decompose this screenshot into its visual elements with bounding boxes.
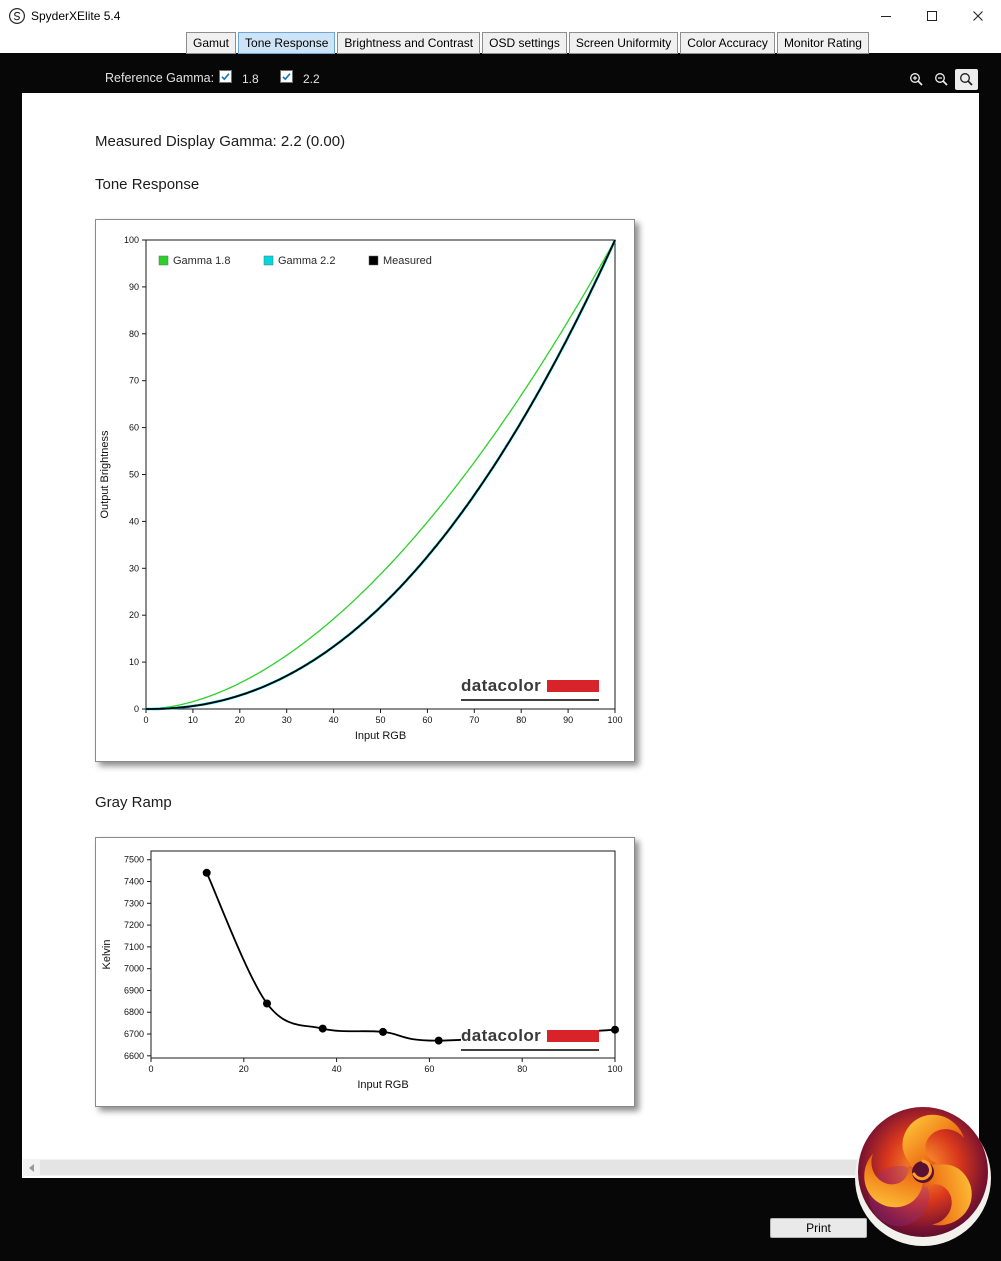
scroll-left-button[interactable] [23,1159,40,1176]
scrollbar-thumb[interactable] [40,1160,961,1175]
datacolor-wordmark: datacolor [461,676,542,695]
svg-text:Output Brightness: Output Brightness [99,430,111,519]
svg-text:60: 60 [129,423,139,433]
maximize-icon [927,11,937,21]
svg-text:40: 40 [332,1064,342,1074]
tab-brightness-and-contrast[interactable]: Brightness and Contrast [337,32,481,54]
svg-text:80: 80 [129,329,139,339]
gray-ramp-chart: 0 20 40 60 80 100 6600 6700 6800 6900 7000 7100 7200… [95,837,635,1107]
title-bar: SpyderXElite 5.4 [0,0,1001,32]
spyder-swirl-logo [855,1107,991,1246]
svg-text:20: 20 [239,1064,249,1074]
svg-text:0: 0 [134,704,139,714]
svg-text:Kelvin: Kelvin [101,940,113,970]
gamma-2-2-label: 2.2 [303,72,320,86]
svg-text:10: 10 [129,657,139,667]
svg-text:80: 80 [516,715,526,725]
gamma-1-8-label: 1.8 [242,72,259,86]
svg-text:7300: 7300 [124,898,144,908]
measured-gamma-text: Measured Display Gamma: 2.2 (0.00) [95,133,346,150]
svg-text:40: 40 [329,715,339,725]
check-icon [221,73,230,81]
check-icon [282,73,291,81]
svg-text:6900: 6900 [124,985,144,995]
reference-gamma-label: Reference Gamma: [105,71,215,85]
app-logo-icon [8,7,26,25]
svg-text:50: 50 [375,715,385,725]
datacolor-watermark: datacolor [461,676,600,701]
minimize-icon [881,16,891,17]
minimize-button[interactable] [863,0,909,32]
datacolor-watermark: datacolor [461,1026,600,1051]
svg-text:20: 20 [235,715,245,725]
horizontal-scrollbar[interactable] [23,1159,978,1176]
zoom-out-icon [935,73,948,86]
tone-response-chart: 0 10 20 30 40 50 60 70 80 90 100 0 10 20 30 40 50 60 70 80 9… [95,219,635,762]
svg-text:30: 30 [282,715,292,725]
svg-text:7100: 7100 [124,942,144,952]
report-panel: Measured Display Gamma: 2.2 (0.00) Tone … [22,93,979,1178]
svg-text:70: 70 [129,376,139,386]
svg-text:90: 90 [129,282,139,292]
zoom-reset-button[interactable] [955,69,978,90]
svg-text:0: 0 [143,715,148,725]
datacolor-red-bar-icon [547,680,600,692]
svg-text:10: 10 [188,715,198,725]
svg-text:7400: 7400 [124,877,144,887]
arrow-left-icon [29,1163,34,1172]
zoom-controls [905,69,978,90]
svg-text:100: 100 [607,1064,622,1074]
tone-response-heading: Tone Response [95,176,200,193]
window-title: SpyderXElite 5.4 [31,9,121,23]
svg-text:100: 100 [124,235,139,245]
svg-text:20: 20 [129,610,139,620]
close-icon [973,11,983,21]
svg-text:0: 0 [148,1064,153,1074]
close-button[interactable] [955,0,1001,32]
tab-osd-settings[interactable]: OSD settings [482,32,567,54]
tab-color-accuracy[interactable]: Color Accuracy [680,32,775,54]
svg-text:Gamma 2.2: Gamma 2.2 [278,255,335,267]
svg-text:80: 80 [517,1064,527,1074]
gamma-1-8-checkbox[interactable] [219,70,232,83]
svg-text:6600: 6600 [124,1051,144,1061]
zoom-icon [960,73,973,86]
svg-text:Input RGB: Input RGB [357,1079,408,1091]
svg-text:7200: 7200 [124,920,144,930]
svg-text:6800: 6800 [124,1007,144,1017]
maximize-button[interactable] [909,0,955,32]
zoom-in-icon [910,73,923,86]
gray-ramp-heading: Gray Ramp [95,794,172,811]
svg-text:Measured: Measured [383,255,432,267]
datacolor-wordmark: datacolor [461,1026,542,1045]
print-button[interactable]: Print [770,1218,867,1238]
tab-bar: Gamut Tone Response Brightness and Contr… [0,32,1001,54]
svg-text:7500: 7500 [124,855,144,865]
svg-text:30: 30 [129,563,139,573]
tab-monitor-rating[interactable]: Monitor Rating [776,32,869,54]
window-controls [863,0,1001,32]
gray-ramp-plot: 0 20 40 60 80 100 6600 6700 6800 6900 7000 7100 7200… [101,850,623,1091]
svg-text:90: 90 [563,715,573,725]
tab-tone-response[interactable]: Tone Response [238,32,336,54]
svg-text:60: 60 [424,1064,434,1074]
svg-text:Input RGB: Input RGB [355,730,406,742]
gamma-2-2-checkbox[interactable] [280,70,293,83]
tab-screen-uniformity[interactable]: Screen Uniformity [568,32,679,54]
zoom-out-button[interactable] [930,69,953,90]
svg-text:50: 50 [129,470,139,480]
svg-text:60: 60 [422,715,432,725]
svg-text:40: 40 [129,516,139,526]
svg-text:100: 100 [607,715,622,725]
tone-response-plot: 0 10 20 30 40 50 60 70 80 90 100 0 10 20 30 40 50 60 70 80 9… [99,235,623,742]
svg-text:Gamma 1.8: Gamma 1.8 [173,255,230,267]
zoom-in-button[interactable] [905,69,928,90]
svg-text:7000: 7000 [124,964,144,974]
svg-text:70: 70 [469,715,479,725]
datacolor-red-bar-icon [547,1030,600,1042]
svg-text:6700: 6700 [124,1029,144,1039]
tab-gamut[interactable]: Gamut [186,32,237,54]
